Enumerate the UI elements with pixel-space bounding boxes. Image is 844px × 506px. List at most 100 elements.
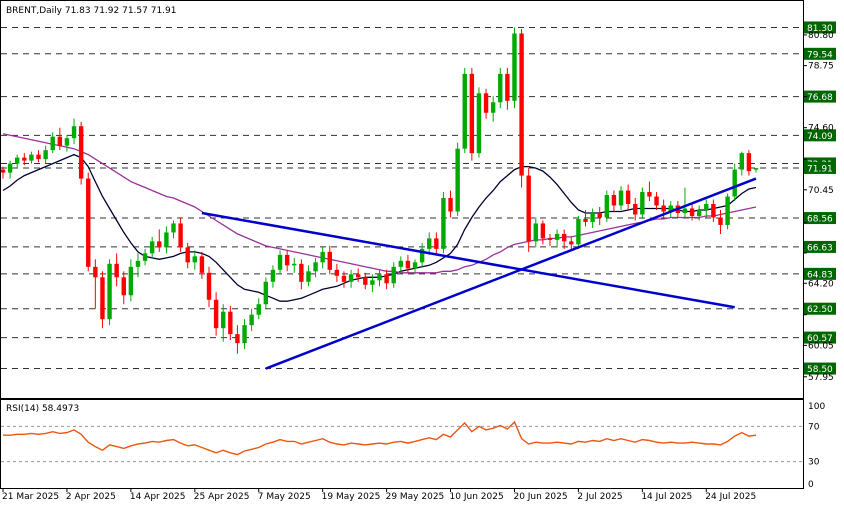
candle-body-21 xyxy=(149,241,155,254)
candle-body-63 xyxy=(448,198,453,212)
candle-body-23 xyxy=(164,232,169,248)
time-tick-label-10: 14 Jul 2025 xyxy=(641,492,692,502)
rsi-series-line xyxy=(3,420,757,456)
candle-body-90 xyxy=(640,192,645,215)
time-axis: 21 Mar 2025 2 Apr 2025 14 Apr 2025 25 Apr 2… xyxy=(2,488,756,502)
candle-body-5 xyxy=(36,154,41,160)
candle-body-7 xyxy=(50,136,55,151)
candle-body-75 xyxy=(533,223,538,242)
level-badge-text-5: 71.91 xyxy=(807,164,833,174)
time-tick-label-8: 20 Jun 2025 xyxy=(513,492,567,502)
level-badge-1 xyxy=(804,47,836,60)
candle-body-80 xyxy=(569,241,574,245)
time-tick-label-0: 21 Mar 2025 xyxy=(2,492,59,502)
candle-body-15 xyxy=(107,263,112,320)
price-tick-label-10: 60.05 xyxy=(808,341,834,351)
candle-body-57 xyxy=(405,260,411,269)
rsi-panel: RSI(14) 58.4973 xyxy=(0,399,804,489)
level-badge-text-11: 58.50 xyxy=(807,365,833,375)
trendlines xyxy=(201,177,757,370)
trendline-1 xyxy=(265,177,757,370)
candle-body-56 xyxy=(398,260,404,267)
rsi-reference-lines xyxy=(1,425,803,463)
price-tick-label-1: 78.75 xyxy=(808,62,834,72)
candle-body-30 xyxy=(213,299,219,329)
rsi-tick-label-3: 0 xyxy=(808,480,814,490)
candle-body-39 xyxy=(277,254,283,270)
candle-body-71 xyxy=(505,73,510,101)
candle-body-97 xyxy=(689,208,695,216)
rsi-tick-label-1: 70 xyxy=(808,422,820,432)
candle-body-103 xyxy=(732,169,737,197)
candle-body-31 xyxy=(221,311,226,329)
candle-body-51 xyxy=(363,277,368,285)
level-badge-text-1: 79.54 xyxy=(807,50,833,60)
candle-body-10 xyxy=(71,126,77,139)
candle-body-0 xyxy=(0,169,6,173)
candle-body-37 xyxy=(263,281,269,305)
level-badge-text-3: 74.09 xyxy=(807,132,833,142)
candle-body-2 xyxy=(15,157,20,164)
candle-body-83 xyxy=(590,212,595,222)
candle-body-13 xyxy=(93,266,98,278)
time-tick-label-1: 2 Apr 2025 xyxy=(66,492,116,502)
candle-body-42 xyxy=(299,263,304,282)
level-badge-11 xyxy=(804,362,836,375)
level-badge-text-9: 62.50 xyxy=(807,305,833,315)
chart-title: BRENT,Daily 71.83 71.92 71.57 71.91 xyxy=(6,6,176,16)
candle-body-67 xyxy=(476,93,482,154)
candle-body-12 xyxy=(86,178,91,267)
time-tick-label-2: 14 Apr 2025 xyxy=(130,492,186,502)
candle-body-72 xyxy=(512,33,517,101)
candle-body-73 xyxy=(519,33,524,176)
candle-body-100 xyxy=(711,204,716,218)
level-lines xyxy=(1,26,803,370)
candle-body-48 xyxy=(341,275,347,282)
level-badge-10 xyxy=(804,331,836,344)
candle-body-94 xyxy=(668,205,673,212)
rsi-tick-label-0: 100 xyxy=(808,402,825,412)
candle-body-89 xyxy=(633,204,638,215)
candle-body-50 xyxy=(355,274,361,278)
time-tick-label-11: 24 Jul 2025 xyxy=(705,492,756,502)
candle-body-40 xyxy=(284,254,290,266)
level-badge-text-6: 68.56 xyxy=(807,215,833,225)
rsi-label: RSI(14) 58.4973 xyxy=(6,404,79,414)
candle-body-104 xyxy=(739,153,744,170)
level-badge-5 xyxy=(804,161,836,174)
price-tick-label-0: 80.80 xyxy=(808,31,834,41)
candle-body-62 xyxy=(441,198,446,249)
candle-body-3 xyxy=(22,157,27,161)
rsi-panel-frame xyxy=(0,399,804,489)
candle-body-8 xyxy=(57,136,63,146)
candle-body-14 xyxy=(100,277,105,320)
candle-body-25 xyxy=(178,223,183,248)
candle-body-77 xyxy=(547,238,553,240)
candle-body-9 xyxy=(64,138,70,146)
candle-body-29 xyxy=(206,272,212,300)
main-panel-frame xyxy=(0,0,804,399)
candle-body-22 xyxy=(157,241,162,248)
main-panel: BRENT,Daily 71.83 71.92 71.57 71.91 xyxy=(0,0,804,399)
candle-body-46 xyxy=(327,251,332,270)
candle-body-45 xyxy=(320,251,325,263)
candle-body-47 xyxy=(334,269,340,276)
candle-body-58 xyxy=(412,262,418,269)
candle-body-38 xyxy=(270,269,276,282)
candle-body-99 xyxy=(704,204,709,210)
candle-body-44 xyxy=(313,262,318,272)
level-badge-0 xyxy=(804,21,836,34)
level-badge-7 xyxy=(804,240,836,253)
candle-body-52 xyxy=(370,280,375,285)
candle-body-54 xyxy=(384,274,389,284)
price-tick-label-3: 74.60 xyxy=(808,124,834,134)
level-badge-3 xyxy=(804,129,836,142)
level-badge-text-7: 66.63 xyxy=(807,243,833,253)
level-badge-8 xyxy=(804,267,836,280)
candle-body-1 xyxy=(7,163,13,173)
candle-body-76 xyxy=(540,223,546,239)
candle-body-88 xyxy=(625,190,631,204)
candle-body-34 xyxy=(242,325,247,344)
candle-body-66 xyxy=(469,73,475,154)
candle-body-82 xyxy=(583,218,588,222)
